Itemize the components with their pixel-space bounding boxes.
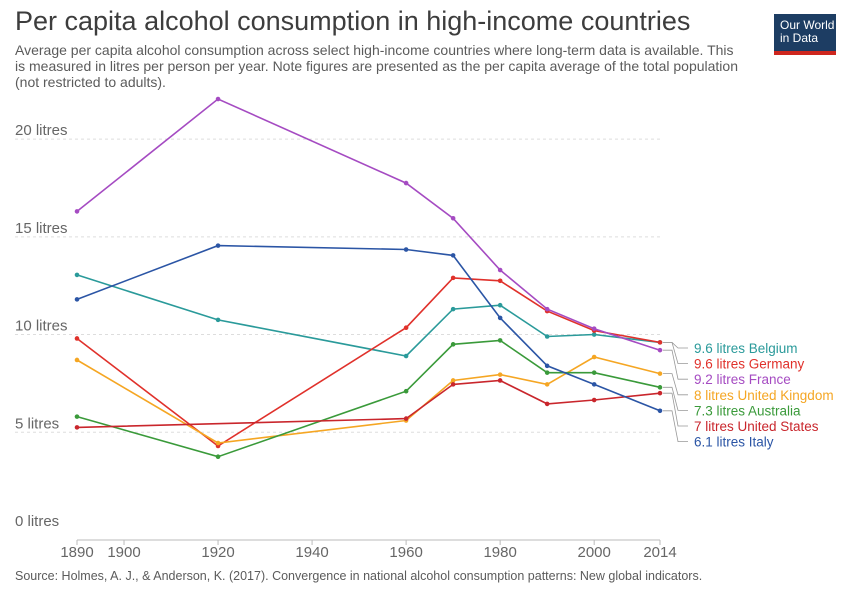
data-point-united-kingdom[interactable] bbox=[544, 382, 550, 387]
series-line-united-kingdom[interactable] bbox=[76, 356, 661, 444]
data-point-italy[interactable] bbox=[403, 247, 409, 252]
data-point-germany[interactable] bbox=[403, 325, 409, 331]
data-point-france[interactable] bbox=[403, 180, 409, 186]
y-tick-label: 20 litres bbox=[15, 122, 68, 139]
leader-line-france bbox=[663, 349, 688, 380]
leader-line-germany bbox=[663, 341, 688, 365]
data-point-united-kingdom[interactable] bbox=[450, 378, 456, 383]
series-label-australia[interactable]: 7.3 litres Australia bbox=[694, 403, 801, 418]
y-tick-label: 10 litres bbox=[15, 318, 68, 335]
logo-line-2: in Data bbox=[780, 31, 819, 45]
data-point-united-kingdom[interactable] bbox=[591, 354, 597, 360]
x-axis: 1890 1900 1920 1940 1960 1980 2000 2014 bbox=[60, 539, 677, 561]
data-point-france[interactable] bbox=[215, 96, 221, 102]
data-point-italy[interactable] bbox=[497, 315, 503, 321]
data-point-united-kingdom[interactable] bbox=[657, 371, 663, 376]
leader-line-united-states bbox=[663, 392, 688, 427]
leader-line-australia bbox=[663, 386, 688, 411]
data-point-united-states[interactable] bbox=[544, 401, 550, 407]
data-point-australia[interactable] bbox=[497, 338, 503, 343]
data-point-france[interactable] bbox=[544, 306, 550, 312]
data-point-germany[interactable] bbox=[450, 275, 456, 281]
data-point-belgium[interactable] bbox=[74, 272, 80, 278]
data-point-belgium[interactable] bbox=[215, 317, 221, 323]
series-label-italy[interactable]: 6.1 litres Italy bbox=[694, 435, 774, 450]
data-point-france[interactable] bbox=[497, 267, 503, 273]
x-tick-label: 1890 bbox=[60, 544, 93, 561]
data-point-belgium[interactable] bbox=[497, 302, 503, 308]
data-point-united-states[interactable] bbox=[591, 397, 597, 403]
series-line-australia[interactable] bbox=[76, 339, 661, 458]
data-point-belgium[interactable] bbox=[450, 306, 456, 312]
y-tick-label: 5 litres bbox=[15, 415, 59, 432]
owid-logo[interactable]: Our World in Data bbox=[774, 14, 836, 55]
data-point-france[interactable] bbox=[591, 326, 597, 331]
data-point-france[interactable] bbox=[74, 209, 80, 214]
leader-line-belgium bbox=[663, 341, 688, 349]
data-point-united-states[interactable] bbox=[657, 390, 663, 396]
data-point-australia[interactable] bbox=[657, 385, 663, 390]
data-point-australia[interactable] bbox=[591, 370, 597, 375]
series-lines bbox=[74, 96, 663, 460]
series-line-france[interactable] bbox=[76, 98, 661, 351]
data-point-italy[interactable] bbox=[450, 253, 456, 258]
data-point-united-states[interactable] bbox=[497, 378, 503, 383]
series-label-germany[interactable]: 9.6 litres Germany bbox=[694, 357, 805, 372]
data-point-italy[interactable] bbox=[215, 243, 221, 248]
data-point-united-states[interactable] bbox=[74, 425, 80, 430]
data-point-germany[interactable] bbox=[74, 336, 80, 341]
data-point-italy[interactable] bbox=[74, 297, 80, 302]
data-point-united-states[interactable] bbox=[403, 416, 409, 421]
series-line-italy[interactable] bbox=[76, 244, 661, 412]
y-tick-label: 15 litres bbox=[15, 220, 68, 237]
data-point-france[interactable] bbox=[450, 215, 456, 221]
series-line-belgium[interactable] bbox=[76, 274, 661, 357]
data-point-belgium[interactable] bbox=[591, 332, 597, 337]
data-point-australia[interactable] bbox=[215, 454, 221, 460]
x-tick-label: 1920 bbox=[201, 544, 234, 561]
data-point-australia[interactable] bbox=[74, 414, 80, 419]
x-tick-label: 2014 bbox=[643, 544, 676, 561]
data-point-united-kingdom[interactable] bbox=[74, 357, 80, 363]
chart-subtitle: Average per capita alcohol consumption a… bbox=[15, 42, 738, 90]
data-point-australia[interactable] bbox=[544, 370, 550, 375]
leader-line-italy bbox=[663, 410, 688, 443]
data-point-belgium[interactable] bbox=[403, 353, 409, 359]
data-point-united-states[interactable] bbox=[450, 382, 456, 387]
leader-line-united-kingdom bbox=[663, 373, 688, 396]
x-tick-label: 1960 bbox=[389, 544, 422, 561]
x-tick-label: 1980 bbox=[483, 544, 516, 561]
data-point-italy[interactable] bbox=[591, 382, 597, 387]
data-point-italy[interactable] bbox=[657, 408, 663, 414]
series-label-united-kingdom[interactable]: 8 litres United Kingdom bbox=[694, 388, 834, 403]
y-axis: 0 litres 5 litres 10 litres 15 litres 20 lit… bbox=[15, 122, 68, 530]
y-tick-label: 0 litres bbox=[15, 513, 59, 530]
x-tick-label: 1900 bbox=[107, 544, 140, 561]
data-point-italy[interactable] bbox=[544, 363, 550, 369]
series-label-united-states[interactable]: 7 litres United States bbox=[694, 419, 819, 434]
x-tick-label: 2000 bbox=[577, 544, 610, 561]
data-point-belgium[interactable] bbox=[544, 334, 550, 339]
data-point-france[interactable] bbox=[657, 347, 663, 353]
source-note: Source: Holmes, A. J., & Anderson, K. (2… bbox=[15, 569, 703, 583]
data-point-germany[interactable] bbox=[657, 340, 663, 345]
data-point-australia[interactable] bbox=[450, 342, 456, 347]
series-label-france[interactable]: 9.2 litres France bbox=[694, 372, 791, 387]
series-line-germany[interactable] bbox=[76, 277, 661, 447]
logo-line-1: Our World bbox=[780, 18, 835, 32]
data-point-united-kingdom[interactable] bbox=[497, 372, 503, 377]
chart-title: Per capita alcohol consumption in high-i… bbox=[15, 6, 691, 36]
data-point-germany[interactable] bbox=[497, 278, 503, 284]
x-tick-label: 1940 bbox=[295, 544, 328, 561]
data-point-australia[interactable] bbox=[403, 388, 409, 394]
data-point-united-kingdom[interactable] bbox=[215, 440, 221, 446]
series-label-belgium[interactable]: 9.6 litres Belgium bbox=[694, 341, 798, 356]
